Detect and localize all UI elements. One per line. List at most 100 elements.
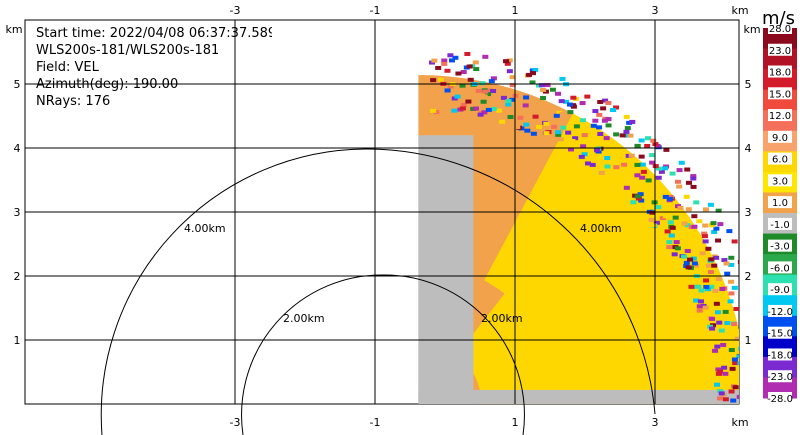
y-tick-label-left: 5 [14, 78, 21, 91]
noise-cell [681, 254, 688, 259]
noise-cell [756, 384, 762, 388]
info-instrument: WLS200s-181/WLS200s-181 [36, 43, 220, 58]
noise-cell [655, 175, 662, 180]
noise-cell [702, 207, 709, 212]
noise-cell [460, 70, 467, 75]
noise-cell [675, 258, 682, 263]
noise-cell [544, 83, 551, 88]
noise-cell [747, 364, 753, 368]
x-tick-label-bottom: 1 [512, 416, 519, 429]
range-ring-label: 2.00km [481, 312, 523, 325]
noise-cell [526, 72, 533, 77]
colorbar-label-bg [768, 392, 792, 404]
noise-cell [712, 348, 719, 353]
colorbar-label-bg [768, 152, 792, 165]
noise-cell [604, 164, 611, 169]
noise-cell [573, 124, 580, 129]
noise-cell [626, 120, 633, 125]
noise-cell [555, 132, 562, 137]
noise-cell [667, 220, 674, 225]
noise-cell [696, 308, 703, 313]
noise-cell [543, 131, 550, 136]
noise-cell [524, 128, 531, 133]
noise-cell [714, 344, 721, 349]
noise-cell [613, 132, 620, 137]
noise-cell [736, 394, 739, 399]
noise-cell [714, 382, 721, 387]
noise-cell [459, 83, 466, 88]
noise-cell [509, 83, 516, 88]
y-tick-label-left: 2 [14, 270, 21, 283]
noise-cell [430, 108, 437, 113]
noise-cell [715, 277, 722, 282]
noise-cell [705, 246, 712, 251]
noise-cell [718, 328, 725, 333]
colorbar-label-bg [768, 22, 792, 34]
noise-cell [634, 143, 641, 148]
noise-cell [731, 357, 738, 362]
noise-cell [672, 215, 679, 220]
noise-cell [698, 288, 705, 293]
noise-cell [753, 344, 759, 348]
noise-cell [584, 94, 591, 99]
noise-cell [658, 169, 665, 174]
colorbar-label-bg [768, 370, 792, 383]
info-nrays: NRays: 176 [36, 94, 111, 109]
noise-cell [683, 216, 690, 221]
noise-cell [681, 221, 688, 226]
noise-cell [517, 115, 524, 120]
noise-cell [589, 162, 596, 167]
noise-cell [434, 88, 441, 93]
noise-cell [444, 88, 451, 93]
noise-cell [513, 108, 520, 113]
noise-cell [734, 336, 739, 341]
noise-cell [637, 192, 644, 197]
noise-cell [490, 89, 497, 94]
noise-cell [638, 154, 645, 159]
noise-cell [653, 220, 660, 225]
noise-cell [748, 329, 754, 333]
noise-cell [619, 133, 626, 138]
noise-cell [702, 239, 709, 244]
noise-cell [755, 329, 761, 333]
noise-cell [685, 207, 692, 212]
noise-cell [667, 196, 674, 201]
noise-cell [690, 174, 697, 179]
noise-cell [696, 304, 703, 309]
noise-cell [451, 108, 458, 113]
noise-cell [705, 263, 712, 268]
noise-cell [721, 258, 728, 263]
colorbar-tick-label: -9.0 [770, 285, 790, 296]
noise-cell [737, 361, 739, 366]
noise-cell [477, 112, 484, 117]
noise-cell [603, 136, 610, 141]
noise-cell [448, 58, 455, 63]
noise-cell [731, 239, 738, 244]
noise-cell [719, 287, 726, 292]
noise-cell [752, 309, 758, 313]
noise-cell [488, 79, 495, 84]
noise-cell [509, 97, 516, 102]
noise-cell [553, 113, 560, 118]
x-tick-label-bottom: -1 [370, 416, 381, 429]
noise-cell [757, 308, 763, 312]
range-ring [241, 274, 384, 435]
info-box: Start time: 2022/04/08 06:37:37.589 WLS2… [26, 22, 272, 114]
noise-cell [741, 291, 747, 295]
noise-cell [712, 288, 719, 293]
noise-cell [630, 200, 637, 205]
noise-cell [570, 95, 577, 100]
noise-cell [666, 240, 673, 245]
colorbar-tick-label: -15.0 [767, 329, 793, 340]
noise-cell [727, 299, 734, 304]
noise-cell [624, 126, 631, 131]
noise-cell [598, 170, 605, 175]
noise-cell [523, 95, 530, 100]
noise-cell [551, 124, 558, 129]
noise-cell [723, 261, 730, 266]
noise-cell [715, 371, 722, 376]
noise-cell [559, 112, 566, 117]
noise-cell [480, 99, 487, 104]
noise-cell [490, 76, 497, 81]
noise-cell [701, 234, 708, 239]
